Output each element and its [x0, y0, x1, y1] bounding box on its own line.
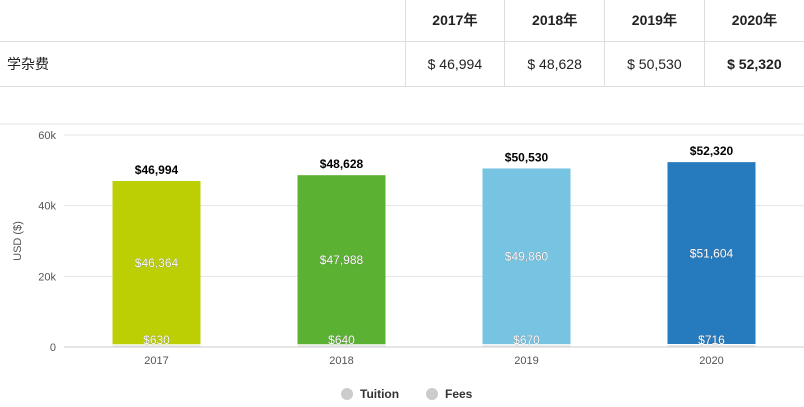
data-label-tuition-2017: $46,364 [135, 256, 179, 270]
table-header-row: 2017年 2018年 2019年 2020年 [0, 0, 804, 42]
chart-legend: Tuition Fees [341, 387, 473, 401]
table-header-year-2020: 2020年 [703, 0, 804, 42]
x-tick-label-2020: 2020 [699, 355, 723, 367]
data-label-total-2020: $52,320 [690, 144, 734, 158]
data-label-fees-2020: $716 [698, 333, 725, 347]
y-tick-label: 0 [50, 342, 56, 354]
bar-tuition-2020 [667, 162, 756, 345]
legend-dot-tuition [341, 388, 353, 400]
y-axis-title: USD ($) [12, 221, 24, 261]
table-header-label [0, 0, 405, 42]
y-tick-label: 20k [38, 271, 56, 283]
table-cell-2017: $ 46,994 [404, 41, 505, 88]
table-header-year-2018: 2018年 [504, 0, 605, 42]
data-label-total-2019: $50,530 [505, 150, 549, 164]
bar-tuition-2017 [112, 180, 201, 345]
y-tick-label: 60k [38, 130, 56, 142]
data-label-fees-2018: $640 [328, 333, 355, 347]
data-label-fees-2019: $670 [513, 333, 540, 347]
bar-fees-2020 [667, 344, 756, 347]
data-label-tuition-2018: $47,988 [320, 253, 364, 267]
tuition-bar-chart: 0 20k 40k 60k $46,364 $630 $46,994 $47,988 $640… [0, 123, 804, 401]
bar-fees-2019 [482, 344, 571, 347]
data-label-fees-2017: $630 [143, 333, 170, 347]
table-header-year-2019: 2019年 [604, 0, 705, 42]
legend-label-tuition: Tuition [360, 387, 399, 401]
x-tick-label-2018: 2018 [329, 355, 353, 367]
bar-tuition-2019 [482, 168, 571, 345]
tuition-fees-table: 2017年 2018年 2019年 2020年 学杂费 $ 46,994 $ 4… [0, 0, 804, 88]
bar-tuition-2018 [297, 175, 386, 345]
table-cell-2020: $ 52,320 [703, 41, 804, 88]
x-tick-label-2017: 2017 [144, 355, 168, 367]
chart-x-axis: 2017 2018 2019 2020 [64, 346, 804, 367]
x-tick-label-2019: 2019 [514, 355, 538, 367]
data-label-total-2017: $46,994 [135, 163, 179, 177]
table-row-label: 学杂费 [0, 41, 405, 88]
data-label-tuition-2019: $49,860 [505, 250, 549, 264]
chart-y-axis: 0 20k 40k 60k [38, 130, 56, 354]
table-cell-2018: $ 48,628 [504, 41, 605, 88]
bar-fees-2018 [297, 344, 386, 347]
data-label-tuition-2020: $51,604 [690, 246, 734, 260]
legend-label-fees: Fees [445, 387, 473, 401]
y-tick-label: 40k [38, 201, 56, 213]
data-label-total-2018: $48,628 [320, 157, 364, 171]
table-header-year-2017: 2017年 [404, 0, 505, 42]
table-cell-2019: $ 50,530 [604, 41, 705, 88]
table-row: 学杂费 $ 46,994 $ 48,628 $ 50,530 $ 52,320 [0, 41, 804, 88]
bar-fees-2017 [112, 344, 201, 347]
legend-dot-fees [426, 388, 438, 400]
chart-bars: $46,364 $630 $46,994 $47,988 $640 $48,628 $49,… [112, 144, 756, 347]
